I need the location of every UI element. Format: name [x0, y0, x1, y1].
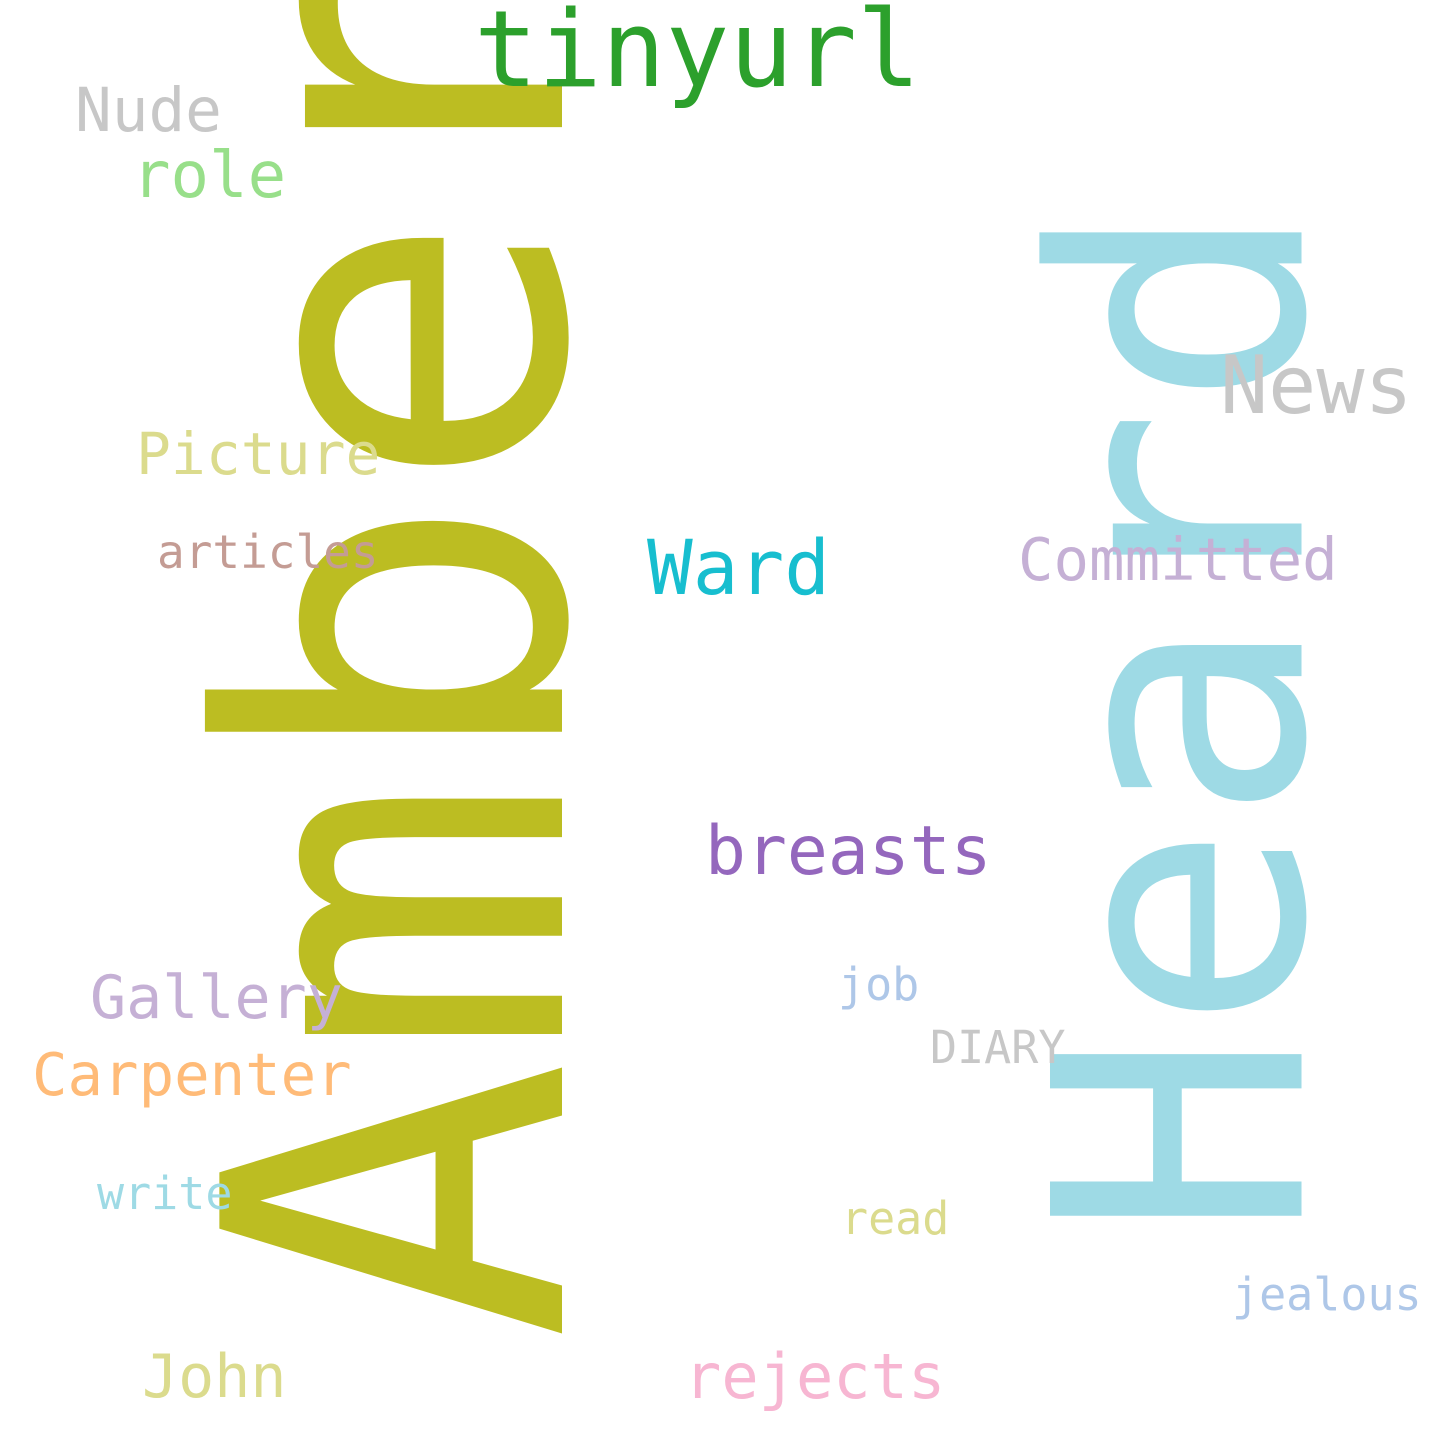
word-ward: Ward — [647, 523, 831, 612]
word-tinyurl: tinyurl — [474, 0, 921, 111]
word-committed: Committed — [1018, 525, 1338, 594]
word-jealous: jealous — [1232, 1268, 1422, 1321]
word-gallery: Gallery — [90, 963, 343, 1033]
word-rejects: rejects — [684, 1340, 946, 1413]
word-read: read — [841, 1192, 950, 1245]
word-articles: articles — [157, 525, 379, 579]
word-job: job — [838, 958, 920, 1011]
word-amber: Amber — [126, 0, 673, 1342]
word-john: John — [142, 1342, 287, 1412]
word-breasts: breasts — [705, 812, 992, 891]
word-picture: Picture — [136, 420, 381, 488]
word-role: role — [132, 139, 287, 213]
word-write: write — [97, 1167, 233, 1220]
word-carpenter: Carpenter — [32, 1040, 352, 1109]
word-diary: DIARY — [930, 1021, 1066, 1074]
word-news: News — [1220, 339, 1413, 432]
word-heard: Heard — [982, 200, 1384, 1239]
word-nude: Nude — [75, 75, 222, 146]
